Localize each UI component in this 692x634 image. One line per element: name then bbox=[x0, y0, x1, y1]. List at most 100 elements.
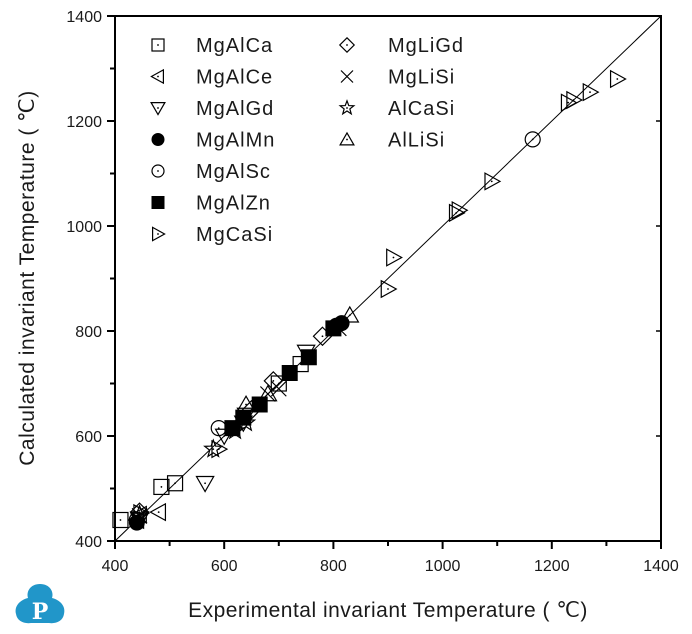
x-tick-label: 1000 bbox=[425, 558, 461, 575]
data-point-MgCaSi bbox=[484, 172, 502, 191]
y-tick-label: 800 bbox=[75, 324, 102, 341]
y-tick-label: 1400 bbox=[66, 9, 102, 26]
legend-marker-MgAlGd bbox=[150, 101, 166, 116]
legend-item-MgLiSi: MgLiSi bbox=[340, 67, 455, 89]
data-point-MgCaSi-center-dot bbox=[455, 211, 458, 214]
data-point-AlCaSi-center-dot bbox=[212, 448, 215, 451]
data-point-MgCaSi-center-dot bbox=[567, 101, 570, 104]
legend-item-AlLiSi: AlLiSi bbox=[339, 130, 445, 152]
legend-item-MgLiGd: MgLiGd bbox=[338, 35, 464, 57]
legend-item-MgAlCe: MgAlCe bbox=[150, 67, 273, 89]
x-tick-label: 400 bbox=[102, 558, 129, 575]
data-point-MgLiSi bbox=[330, 320, 347, 337]
legend-marker-MgAlGd-center-dot bbox=[157, 107, 159, 109]
legend-item-MgAlMn: MgAlMn bbox=[151, 130, 275, 152]
data-point-MgCaSi bbox=[582, 82, 600, 102]
data-point-MgCaSi bbox=[211, 439, 229, 459]
legend-label: MgAlSc bbox=[196, 161, 271, 183]
y-tick-label: 1000 bbox=[66, 219, 102, 236]
data-point-MgAlCa-center-dot bbox=[174, 482, 176, 485]
data-point-MgCaSi bbox=[609, 69, 627, 89]
data-point-MgCaSi bbox=[566, 90, 584, 110]
y-tick-label: 400 bbox=[75, 534, 102, 551]
data-point-MgAlZn bbox=[300, 349, 317, 366]
data-point-MgAlCe-center-dot bbox=[157, 511, 160, 514]
x-tick-label: 600 bbox=[211, 558, 238, 575]
legend-marker-MgLiGd-center-dot bbox=[346, 44, 348, 46]
data-point-MgAlZn bbox=[281, 365, 298, 381]
legend-marker-AlLiSi-center-dot bbox=[346, 138, 348, 141]
data-point-MgCaSi-center-dot bbox=[572, 99, 575, 101]
data-point-MgCaSi-center-dot bbox=[490, 180, 493, 183]
x-axis-title: Experimental invariant Temperature ( ℃) bbox=[188, 599, 588, 622]
data-point-AlCaSi bbox=[235, 412, 257, 432]
data-point-MgLiGd-center-dot bbox=[272, 379, 275, 382]
data-point-AlLiSi-center-dot bbox=[348, 314, 351, 317]
legend-item-MgAlGd: MgAlGd bbox=[150, 98, 273, 120]
legend-label: AlLiSi bbox=[388, 130, 445, 152]
data-point-MgCaSi-center-dot bbox=[392, 256, 395, 259]
data-point-MgAlGd bbox=[214, 428, 234, 446]
legend-item-MgCaSi: MgCaSi bbox=[152, 224, 273, 246]
data-point-AlLiSi bbox=[236, 395, 256, 412]
data-point-MgAlSc bbox=[524, 131, 541, 148]
data-point-AlCaSi bbox=[203, 438, 224, 458]
data-point-MgAlSc-center-dot bbox=[217, 427, 220, 430]
legend-label: MgAlCa bbox=[196, 35, 273, 57]
x-tick-label: 800 bbox=[320, 558, 347, 575]
data-points-layer bbox=[112, 69, 627, 531]
legend-marker-MgCaSi bbox=[152, 226, 166, 242]
legend-marker-MgAlSc-center-dot bbox=[157, 170, 159, 172]
data-point-MgCaSi-center-dot bbox=[458, 209, 460, 212]
reference-line-y-equals-x bbox=[114, 15, 662, 542]
y-tick-label: 1200 bbox=[66, 114, 102, 131]
data-point-MgAlGd bbox=[195, 475, 215, 493]
y-tick-label: 600 bbox=[75, 429, 102, 446]
data-point-MgAlGd-center-dot bbox=[204, 482, 206, 485]
data-point-MgCaSi bbox=[451, 200, 469, 220]
legend-marker-MgAlZn bbox=[151, 196, 165, 209]
legend-label: MgAlMn bbox=[196, 130, 275, 152]
legend-label: MgLiSi bbox=[388, 67, 455, 89]
legend-marker-AlCaSi bbox=[338, 99, 356, 116]
data-point-MgAlCa bbox=[153, 478, 170, 496]
legend-label: AlCaSi bbox=[388, 98, 455, 120]
logo-icon: P bbox=[15, 584, 65, 625]
data-point-MgLiGd-center-dot bbox=[138, 511, 141, 514]
data-point-MgAlCa-center-dot bbox=[160, 486, 163, 488]
legend-label: MgCaSi bbox=[196, 224, 273, 246]
legend-label: MgAlZn bbox=[196, 193, 271, 215]
legend-item-MgAlCa: MgAlCa bbox=[151, 35, 273, 57]
data-point-AlLiSi bbox=[258, 384, 278, 402]
data-point-MgAlZn bbox=[325, 320, 342, 337]
legend-label: MgLiGd bbox=[388, 35, 464, 57]
data-point-MgAlSc-center-dot bbox=[531, 138, 534, 141]
legend-label: MgAlCe bbox=[196, 67, 273, 89]
data-point-MgAlCa bbox=[270, 375, 287, 392]
legend-marker-MgAlCa bbox=[151, 38, 165, 52]
data-point-AlLiSi bbox=[340, 305, 360, 323]
series-AlLiSi bbox=[236, 305, 360, 412]
data-point-MgLiSi bbox=[270, 380, 287, 397]
data-point-MgCaSi-center-dot bbox=[616, 78, 619, 80]
legend-marker-MgAlMn bbox=[151, 133, 165, 146]
legend-item-MgAlZn: MgAlZn bbox=[151, 193, 271, 215]
data-point-AlLiSi-center-dot bbox=[245, 403, 247, 406]
legend-marker-AlCaSi-center-dot bbox=[346, 107, 348, 109]
series-AlCaSi bbox=[129, 412, 257, 524]
reference-line-layer bbox=[114, 15, 662, 542]
legend: MgAlCa MgAlCe MgAlGd MgAlMn MgAlSc MgAlZn MgCa… bbox=[150, 35, 464, 246]
logo-cloud-shape bbox=[15, 584, 65, 624]
data-point-MgAlCa-center-dot bbox=[119, 519, 122, 521]
data-point-AlCaSi-center-dot bbox=[138, 513, 141, 516]
data-point-MgAlCa bbox=[166, 475, 184, 492]
data-point-MgCaSi-center-dot bbox=[589, 91, 591, 94]
data-point-MgCaSi-center-dot bbox=[387, 288, 389, 290]
x-tick-label: 1400 bbox=[643, 558, 679, 575]
legend-marker-MgLiGd bbox=[338, 36, 356, 54]
y-axis-ticks: 400 600 800 1000 1200 1400 bbox=[66, 9, 661, 551]
logo-letter: P bbox=[32, 599, 49, 625]
legend-marker-MgAlCe bbox=[150, 68, 164, 85]
legend-marker-AlLiSi bbox=[339, 131, 355, 146]
